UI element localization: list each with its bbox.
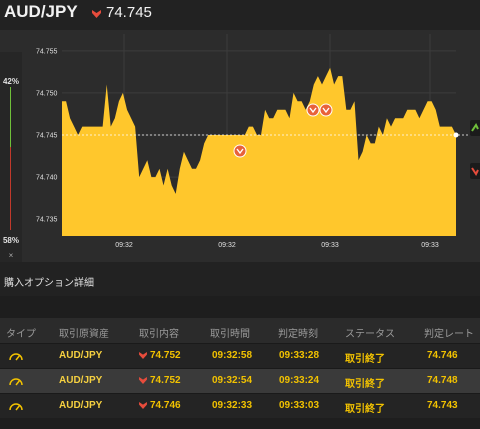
current-rate: 74.745 <box>106 4 152 21</box>
gauge-icon <box>9 403 23 411</box>
header-judge-rate: 判定レート <box>424 329 474 340</box>
chart-header: AUD/JPY 74.745 <box>0 0 480 30</box>
trade-marker[interactable] <box>233 144 247 158</box>
content-cell: 74.746 <box>139 400 181 411</box>
purchase-options-section: 購入オプション詳細 <box>0 262 480 296</box>
down-arrow-icon <box>471 167 479 176</box>
x-axis-ticks: 09:32 09:32 09:33 09:33 <box>115 242 439 249</box>
table-header: タイプ 取引原資産 取引内容 取引時間 判定時刻 ステータス 判定レート <box>0 318 480 343</box>
header-type: タイプ <box>6 329 36 340</box>
asset-cell: AUD/JPY <box>59 400 103 411</box>
section-title: 購入オプション詳細 <box>4 278 94 289</box>
judge-time-cell: 09:33:24 <box>279 375 320 386</box>
table-row[interactable]: AUD/JPY 74.746 09:32:33 09:33:03 取引終了 74… <box>0 393 480 418</box>
judge-time-cell: 09:33:28 <box>279 350 320 361</box>
trade-markers <box>233 103 333 158</box>
trade-marker[interactable] <box>319 103 333 117</box>
asset-cell: AUD/JPY <box>59 350 103 361</box>
high-option-button[interactable] <box>470 120 480 136</box>
y-tick-label: 74.735 <box>36 217 58 224</box>
trade-time-cell: 09:32:33 <box>212 400 253 411</box>
header-judge-time: 判定時刻 <box>278 329 318 340</box>
low-option-button[interactable] <box>470 163 480 179</box>
y-axis-ticks: 74.755 74.750 74.745 74.740 74.735 <box>36 48 58 223</box>
ratio-low-line <box>10 147 11 230</box>
options-table: タイプ 取引原資産 取引内容 取引時間 判定時刻 ステータス 判定レート AUD… <box>0 318 480 418</box>
gauge-icon <box>9 378 23 386</box>
x-tick-label: 09:33 <box>321 242 339 249</box>
status-cell: 取引終了 <box>345 404 385 415</box>
status-cell: 取引終了 <box>345 379 385 390</box>
ratio-high-line <box>10 87 11 147</box>
header-content: 取引内容 <box>139 329 179 340</box>
currency-pair-title: AUD/JPY <box>4 2 78 21</box>
header-asset: 取引原資産 <box>59 329 109 340</box>
content-cell: 74.752 <box>139 350 181 361</box>
table-row[interactable]: AUD/JPY 74.752 09:32:54 09:33:24 取引終了 74… <box>0 368 480 393</box>
down-arrow-icon <box>139 351 147 359</box>
judge-rate-cell: 74.743 <box>427 400 458 411</box>
current-rate-dot <box>453 132 459 138</box>
table-row[interactable]: AUD/JPY 74.752 09:32:58 09:33:28 取引終了 74… <box>0 343 480 368</box>
y-tick-label: 74.755 <box>36 48 58 55</box>
judge-rate-cell: 74.748 <box>427 375 458 386</box>
down-arrow-icon <box>139 401 147 409</box>
down-arrow-icon <box>139 376 147 384</box>
close-ratio-button[interactable]: × <box>8 251 14 260</box>
y-tick-label: 74.750 <box>36 90 58 97</box>
ratio-high-percent: 42% <box>2 77 19 86</box>
content-rate: 74.746 <box>150 400 181 411</box>
asset-cell: AUD/JPY <box>59 375 103 386</box>
x-tick-label: 09:33 <box>421 242 439 249</box>
gauge-icon <box>9 353 23 361</box>
status-cell: 取引終了 <box>345 354 385 365</box>
y-tick-label: 74.740 <box>36 175 58 182</box>
buy-sell-ratio-bar: 42% 58% × <box>0 52 22 274</box>
x-tick-label: 09:32 <box>218 242 236 249</box>
header-status: ステータス <box>345 329 395 340</box>
y-tick-label: 74.745 <box>36 133 58 140</box>
judge-time-cell: 09:33:03 <box>279 400 320 411</box>
content-rate: 74.752 <box>150 375 181 386</box>
price-area-series <box>62 67 456 236</box>
content-rate: 74.752 <box>150 350 181 361</box>
judge-rate-cell: 74.746 <box>427 350 458 361</box>
down-arrow-icon <box>92 10 101 18</box>
up-arrow-icon <box>471 123 479 132</box>
trade-time-cell: 09:32:54 <box>212 375 253 386</box>
header-trade-time: 取引時間 <box>210 329 250 340</box>
trade-time-cell: 09:32:58 <box>212 350 253 361</box>
ratio-low-percent: 58% <box>2 236 19 245</box>
trade-marker[interactable] <box>306 103 320 117</box>
content-cell: 74.752 <box>139 375 181 386</box>
x-tick-label: 09:32 <box>115 242 133 249</box>
